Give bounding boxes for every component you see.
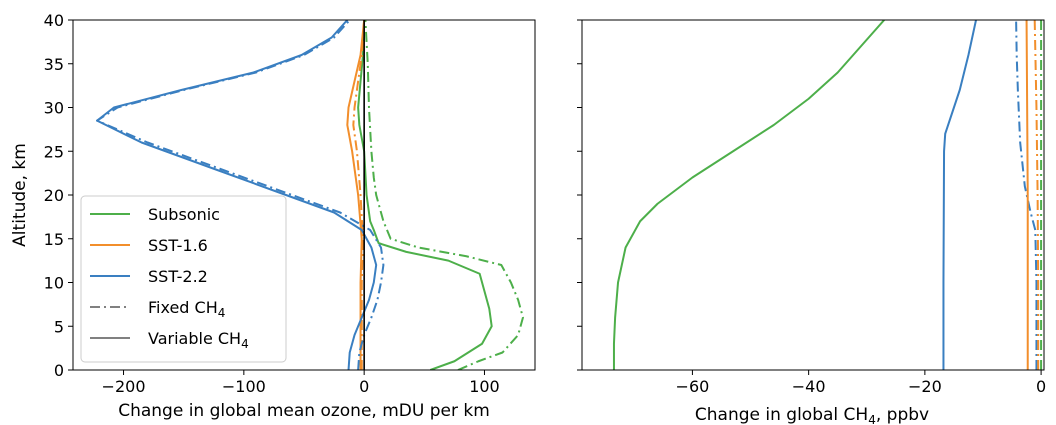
methane-x-label-main: Change in global CH: [695, 405, 868, 425]
methane-series-subsonic-variable: [612, 20, 885, 370]
methane-series-sst-2-2-variable: [942, 20, 977, 370]
ozone-series-sst-2-2-fixed: [96, 20, 385, 370]
ozone-series-sst-2-2-variable: [96, 20, 378, 370]
methane-x-axis-label: Change in global CH4, ppbv: [695, 405, 929, 425]
ozone-series-sst-1-6-variable: [346, 20, 366, 370]
ozone-y-tick-label: 35: [44, 55, 64, 74]
legend-label: SST-1.6: [148, 236, 208, 255]
legend-label-main: Fixed CH: [148, 298, 218, 317]
methane-y-ticks: [577, 19, 582, 371]
legend-label-main: Subsonic: [148, 205, 220, 224]
methane-x-label-suffix: , ppbv: [876, 405, 929, 425]
ozone-x-tick-label: 100: [469, 377, 500, 396]
ozone-y-tick-label: 25: [44, 142, 64, 161]
methane-series-sst-2-2-fixed: [1015, 20, 1038, 370]
ozone-series-subsonic-fixed: [364, 20, 524, 370]
ozone-y-tick-label: 30: [44, 99, 64, 118]
methane-series-sst-1-6-fixed: [1033, 20, 1040, 370]
ozone-x-axis-label: Change in global mean ozone, mDU per km: [118, 401, 490, 421]
ozone-y-tick-label: 15: [44, 230, 64, 249]
ozone-y-tick-label: 10: [44, 274, 64, 293]
ozone-y-tick-label: 5: [54, 317, 64, 336]
legend-label-main: SST-1.6: [148, 236, 208, 255]
methane-panel: −60 −40 −20 0 Change in global CH4, ppbv: [577, 19, 1046, 425]
ozone-y-tick-label: 0: [54, 361, 64, 380]
methane-x-tick-label: 0: [1036, 377, 1046, 396]
ozone-y-tick-label: 20: [44, 186, 64, 205]
methane-x-ticks: −60 −40 −20 0: [676, 370, 1046, 396]
legend-label: Variable CH4: [148, 329, 249, 351]
legend-label-sub: 4: [241, 337, 249, 351]
legend-label: Fixed CH4: [148, 298, 225, 320]
methane-x-label-sub: 4: [868, 413, 876, 425]
methane-axes-frame: [581, 19, 1045, 371]
ozone-panel: −200 −100 0 100 0 5 10 15 20 25 30 35 40 Change in …: [10, 11, 536, 421]
y-axis-label: Altitude, km: [10, 143, 30, 247]
ozone-y-tick-label: 40: [44, 11, 64, 30]
ozone-series-group: [96, 20, 524, 370]
ozone-x-ticks: −200 −100 0 100: [102, 370, 500, 396]
legend-label-sub: 4: [218, 306, 226, 320]
ozone-x-tick-label: −100: [222, 377, 266, 396]
methane-series-sst-1-6-variable: [1025, 20, 1029, 370]
methane-x-tick-label: −40: [792, 377, 826, 396]
legend-label: Subsonic: [148, 205, 220, 224]
legend-label-main: SST-2.2: [148, 267, 208, 286]
legend-box: [80, 195, 287, 363]
ozone-y-ticks: 0 5 10 15 20 25 30 35 40: [44, 11, 73, 380]
methane-series-group: [612, 20, 1043, 370]
methane-x-tick-label: −60: [676, 377, 710, 396]
ozone-series-subsonic-variable: [357, 20, 493, 370]
legend-label: SST-2.2: [148, 267, 208, 286]
legend-label-main: Variable CH: [148, 329, 241, 348]
ozone-x-tick-label: 0: [359, 377, 369, 396]
ozone-x-tick-label: −200: [102, 377, 146, 396]
methane-x-tick-label: −20: [908, 377, 942, 396]
